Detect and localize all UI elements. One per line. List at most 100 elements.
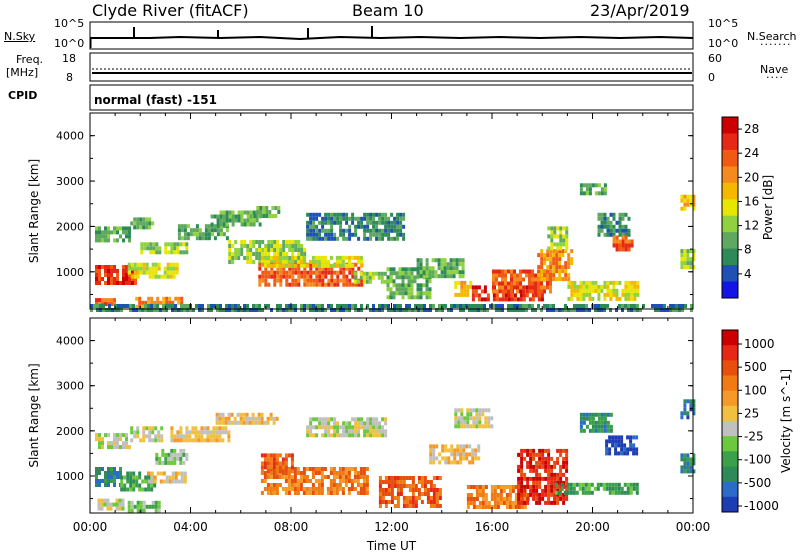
data-cell — [393, 484, 397, 488]
data-cell — [585, 280, 589, 285]
data-cell — [438, 308, 441, 312]
data-cell — [139, 270, 143, 275]
data-cell — [195, 304, 198, 308]
data-cell — [469, 416, 473, 421]
data-cell — [330, 417, 334, 422]
data-cell — [552, 265, 556, 270]
data-cell — [299, 255, 303, 260]
data-cell — [348, 232, 352, 237]
data-cell — [107, 433, 110, 438]
data-cell — [138, 483, 142, 488]
data-cell — [627, 280, 631, 285]
data-cell — [302, 491, 306, 495]
data-cell — [127, 508, 131, 513]
data-cell — [171, 479, 175, 484]
colorbar-segment — [722, 496, 738, 513]
data-cell — [537, 277, 540, 282]
data-cell — [578, 482, 582, 487]
data-cell — [290, 461, 294, 466]
data-cell — [546, 257, 550, 262]
data-cell — [393, 236, 397, 241]
data-cell — [218, 420, 222, 425]
data-cell — [273, 244, 277, 248]
data-cell — [221, 420, 225, 425]
data-cell — [396, 216, 400, 221]
data-cell — [490, 489, 494, 493]
data-cell — [314, 487, 318, 491]
data-cell — [300, 274, 304, 279]
data-cell — [330, 274, 334, 279]
data-cell — [258, 256, 262, 260]
data-cell — [549, 285, 552, 290]
data-cell — [265, 210, 269, 214]
data-cell — [469, 412, 473, 417]
data-cell — [287, 469, 291, 474]
y-tick-label: 1000 — [56, 470, 84, 483]
data-cell — [345, 216, 349, 221]
data-cell — [318, 266, 322, 271]
data-cell — [531, 308, 534, 312]
data-cell — [357, 429, 361, 434]
data-cell — [420, 484, 424, 488]
data-cell — [609, 308, 612, 312]
data-cell — [169, 266, 173, 271]
data-cell — [306, 220, 310, 225]
colorbar-segment — [722, 166, 738, 184]
data-cell — [401, 295, 405, 300]
data-cell — [460, 424, 464, 429]
data-cell — [477, 304, 480, 308]
data-cell — [544, 476, 548, 481]
data-cell — [522, 293, 526, 298]
data-cell — [330, 266, 334, 271]
data-cell — [420, 304, 423, 308]
data-cell — [519, 304, 522, 308]
data-cell — [317, 483, 321, 487]
data-cell — [275, 259, 279, 264]
data-cell — [318, 220, 322, 225]
data-cell — [327, 304, 330, 308]
data-cell — [547, 496, 551, 501]
data-cell — [107, 475, 110, 479]
data-cell — [597, 288, 601, 293]
data-cell — [570, 308, 573, 312]
data-cell — [160, 434, 164, 439]
data-cell — [154, 504, 158, 509]
data-cell — [180, 300, 184, 305]
data-cell — [612, 228, 616, 233]
x-tick-label: 04:00 — [173, 520, 208, 534]
data-cell — [312, 308, 315, 312]
data-cell — [692, 194, 696, 199]
data-cell — [227, 416, 231, 421]
data-cell — [389, 287, 393, 292]
data-cell — [579, 428, 583, 433]
data-cell — [504, 273, 507, 278]
data-cell — [131, 281, 134, 285]
data-cell — [396, 484, 400, 488]
data-cell — [437, 274, 441, 279]
data-cell — [513, 304, 516, 308]
data-cell — [570, 296, 574, 301]
data-cell — [314, 479, 318, 483]
data-cell — [173, 250, 177, 255]
data-cell — [312, 270, 316, 275]
data-cell — [559, 492, 563, 497]
data-cell — [136, 270, 140, 275]
data-cell — [130, 438, 134, 443]
data-cell — [576, 288, 580, 293]
data-cell — [395, 291, 399, 296]
data-cell — [523, 497, 527, 501]
data-cell — [107, 441, 110, 446]
data-cell — [475, 493, 479, 497]
data-cell — [492, 277, 495, 282]
data-cell — [475, 412, 479, 417]
data-cell — [484, 497, 488, 501]
data-cell — [471, 285, 475, 290]
data-cell — [401, 283, 405, 288]
data-cell — [177, 300, 181, 305]
data-cell — [372, 429, 376, 434]
data-cell — [582, 308, 585, 312]
data-cell — [227, 420, 231, 425]
data-cell — [438, 476, 442, 480]
data-cell — [266, 453, 270, 458]
data-cell — [609, 220, 613, 225]
